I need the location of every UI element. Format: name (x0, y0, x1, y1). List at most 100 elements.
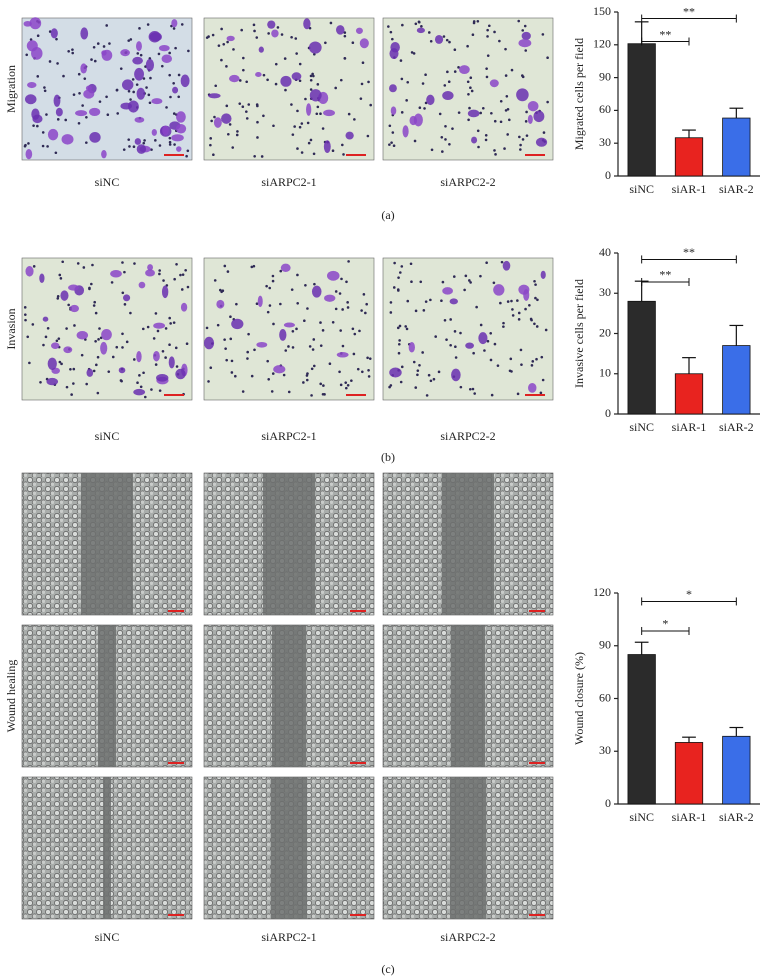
nucleus (361, 61, 365, 65)
nucleus (319, 382, 322, 386)
nucleus (92, 45, 96, 49)
stained-cell (323, 140, 331, 153)
nucleus (276, 26, 280, 29)
stained-cell (180, 302, 188, 312)
nucleus (98, 100, 102, 103)
stained-cell (303, 18, 311, 30)
nucleus (444, 138, 447, 141)
nucleus (334, 86, 337, 90)
nucleus (272, 322, 275, 326)
nucleus (173, 277, 176, 281)
nucleus (389, 30, 393, 34)
nucleus (150, 388, 153, 391)
nucleus (121, 261, 124, 264)
nucleus (96, 391, 100, 395)
nucleus (389, 384, 393, 387)
nucleus (139, 53, 143, 57)
nucleus (534, 283, 537, 286)
nucleus (241, 105, 245, 108)
nucleus (405, 99, 408, 102)
nucleus (296, 147, 299, 150)
nucleus (64, 118, 68, 122)
stained-cell (176, 111, 186, 123)
stained-cell (149, 32, 162, 42)
nucleus (417, 20, 421, 24)
stained-cell (175, 368, 186, 380)
nucleus (446, 70, 449, 74)
nucleus (362, 293, 366, 296)
nucleus (245, 110, 248, 113)
nucleus (230, 359, 234, 363)
y-tick-label: 60 (599, 690, 611, 704)
image-caption: siARPC2-1 (261, 175, 316, 189)
image-caption: siARPC2-2 (440, 175, 495, 189)
y-tick-label: 90 (599, 69, 611, 83)
nucleus (94, 339, 97, 343)
nucleus (61, 260, 64, 264)
nucleus (493, 342, 497, 346)
nucleus (154, 363, 158, 366)
micrograph (382, 776, 554, 920)
nucleus (517, 19, 521, 23)
nucleus (309, 138, 313, 142)
nucleus (121, 291, 125, 295)
nucleus (158, 144, 162, 147)
nucleus (156, 329, 160, 333)
nucleus (31, 323, 35, 326)
nucleus (119, 67, 123, 70)
nucleus (220, 27, 223, 31)
nucleus (56, 62, 59, 65)
nucleus (535, 325, 539, 328)
nucleus (168, 73, 171, 77)
nucleus (544, 328, 548, 332)
stained-cell (101, 329, 112, 341)
nucleus (360, 309, 363, 312)
stained-cell (540, 270, 546, 279)
stained-cell (46, 377, 59, 386)
nucleus (291, 329, 295, 333)
stained-cell (389, 84, 397, 93)
nucleus (519, 143, 522, 147)
bar (674, 137, 704, 177)
nucleus (410, 51, 414, 54)
nucleus (533, 279, 536, 283)
nucleus (132, 145, 136, 149)
nucleus (302, 381, 305, 384)
nucleus (279, 269, 283, 273)
nucleus (255, 302, 259, 306)
nucleus (340, 277, 343, 281)
nucleus (459, 331, 462, 335)
nucleus (476, 19, 480, 23)
stained-cell (153, 322, 166, 329)
nucleus (135, 83, 139, 86)
nucleus (186, 149, 190, 153)
micrograph (382, 624, 554, 768)
significance-label: ** (683, 4, 695, 18)
nucleus (506, 300, 510, 303)
nucleus (246, 357, 249, 360)
scale-bar (529, 762, 545, 764)
nucleus (172, 112, 176, 115)
nucleus (43, 89, 47, 93)
nucleus (132, 90, 135, 94)
nucleus (399, 271, 402, 274)
stained-cell (136, 87, 146, 100)
image-caption: siARPC2-1 (261, 429, 316, 443)
nucleus (390, 141, 393, 144)
nucleus (334, 290, 338, 293)
nucleus (312, 74, 315, 78)
stained-cell (478, 332, 488, 345)
stained-cell (50, 28, 58, 39)
nucleus (525, 134, 529, 137)
nucleus (78, 92, 81, 95)
nucleus (129, 98, 132, 101)
nucleus (453, 48, 457, 52)
nucleus (430, 148, 434, 152)
wound-gap (272, 625, 306, 767)
x-tick-label: siAR-2 (719, 182, 754, 196)
nucleus (136, 381, 139, 385)
nucleus (280, 33, 284, 36)
nucleus (493, 149, 496, 152)
nucleus (313, 52, 316, 56)
